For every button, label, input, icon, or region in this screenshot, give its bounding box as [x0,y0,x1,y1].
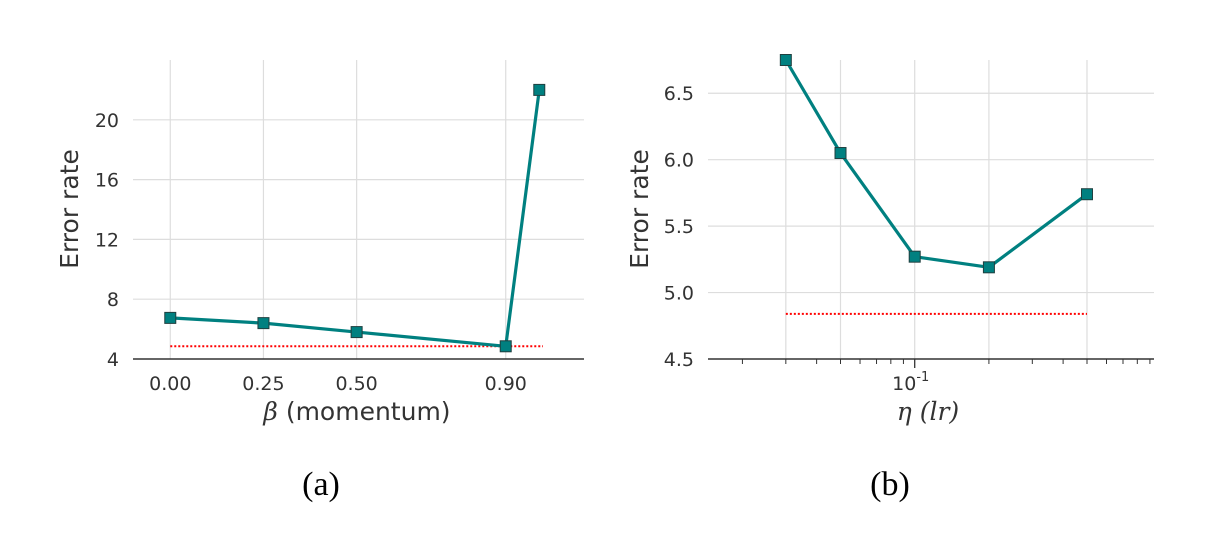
chart-a-series-line-0 [170,89,541,348]
chart-a-ticks: 4 8 12 16 20 0.00 0.25 0.50 0.90 [95,110,527,395]
chart-a-xlabel-text: (momentum) [278,397,451,426]
chart-a-point-4 [533,83,546,96]
chart-a-point-3 [499,340,512,353]
chart-a-xlabel: β (momentum) [262,397,450,426]
chart-b-ytick-label-2: 5.5 [664,216,694,238]
chart-a-point-0 [164,311,177,324]
chart-b-ylabel: Error rate [625,149,654,269]
chart-a-ylabel: Error rate [55,149,84,269]
chart-b-point-3 [982,261,995,274]
chart-b-ytick-label-0: 4.5 [664,349,694,371]
chart-b-xtick-label-0: 10-1 [892,370,929,395]
chart-b-xlabel-text: (lr) [912,397,959,426]
chart-b-caption: (b) [870,466,910,503]
chart-b-ytick-label-1: 5.0 [664,283,694,305]
chart-a-caption: (a) [302,466,340,503]
chart-a-ytick-label-4: 20 [95,110,119,132]
chart-a-xlabel-symbol: β [262,397,277,426]
chart-b-series-line-0 [784,59,1088,269]
chart-b-xtick-label-exp-0: -1 [916,370,929,385]
chart-b-point-4 [1080,188,1093,201]
chart-a-ytick-label-2: 12 [95,229,119,251]
chart-a-marks [164,83,546,353]
chart-b-xlabel: η (lr) [897,397,959,426]
chart-b-marks [779,54,1093,315]
chart-a-grid [133,60,584,359]
chart-b-ytick-label-4: 6.5 [664,83,694,105]
chart-a-point-2 [350,326,363,339]
chart-a-ytick-label-1: 8 [107,289,119,311]
chart-a-xtick-label-2: 0.50 [335,373,377,395]
chart-a-xtick-label-3: 0.90 [485,373,527,395]
chart-b-grid [708,60,1154,359]
chart-a-xtick-label-1: 0.25 [242,373,284,395]
chart-a-ytick-label-0: 4 [107,349,119,371]
chart-b-xlabel-symbol: η [897,397,912,426]
chart-b-point-0 [779,54,792,66]
chart-a-point-1 [257,317,270,330]
chart-b-point-1 [834,147,847,160]
chart-b-ytick-label-3: 6.0 [664,150,694,172]
chart-b-point-2 [908,250,921,263]
chart-a-xtick-label-0: 0.00 [149,373,191,395]
chart-a: 4 8 12 16 20 0.00 0.25 0.50 0.90 Error rate β (m… [55,60,584,503]
chart-b-ticks: 4.5 5.0 5.5 6.0 6.5 10-1 [664,83,1151,395]
chart-b: 4.5 5.0 5.5 6.0 6.5 10-1 Error rate η (lr) (b… [625,54,1154,503]
chart-a-ytick-label-3: 16 [95,170,119,192]
